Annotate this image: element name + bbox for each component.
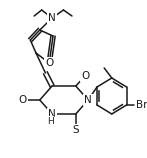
Text: O: O xyxy=(45,58,53,68)
Text: N: N xyxy=(84,95,92,105)
Text: H: H xyxy=(47,116,54,125)
Text: O: O xyxy=(81,71,89,81)
Text: Br: Br xyxy=(136,100,147,110)
Text: N: N xyxy=(48,13,56,23)
Text: N: N xyxy=(48,109,56,119)
Text: S: S xyxy=(72,125,79,135)
Text: O: O xyxy=(19,95,27,105)
